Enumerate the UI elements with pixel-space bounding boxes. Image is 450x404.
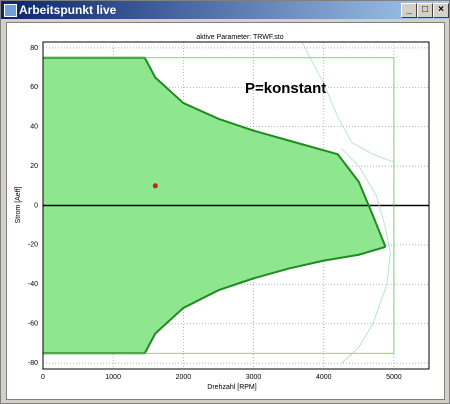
annotation: P=konstant	[245, 80, 326, 97]
y-tick-label: 80	[30, 45, 38, 52]
reference-curve	[340, 148, 391, 364]
limit-curve	[43, 245, 386, 355]
window-title: Arbeitspunkt live	[19, 3, 117, 17]
x-axis-label: Drehzahl [RPM]	[207, 384, 256, 391]
y-axis-label: Strom [Aeff]	[15, 187, 22, 224]
reference-curve	[301, 41, 395, 163]
y-tick-label: 60	[30, 84, 38, 91]
y-tick-label: -20	[28, 242, 38, 249]
x-tick-label: 3000	[246, 374, 262, 381]
y-tick-label: -80	[28, 360, 38, 367]
operating-point	[152, 183, 158, 189]
y-tick-label: 40	[30, 124, 38, 131]
x-tick-label: 5000	[386, 374, 402, 381]
x-tick-label: 2000	[176, 374, 192, 381]
x-tick-label: 1000	[105, 374, 121, 381]
y-tick-label: -40	[28, 281, 38, 288]
limit-curve	[43, 56, 387, 248]
window-icon	[4, 4, 17, 17]
minimize-button[interactable]: _	[401, 3, 417, 18]
maximize-button[interactable]: □	[417, 3, 433, 18]
close-button[interactable]: ×	[433, 3, 449, 18]
plot-frame	[42, 41, 430, 370]
area-fill	[43, 57, 386, 354]
y-tick-label: -60	[28, 321, 38, 328]
x-tick-label: 0	[41, 374, 45, 381]
y-tick-label: 20	[30, 163, 38, 170]
chart-title: aktive Parameter: TRWF.sto	[196, 34, 283, 41]
x-tick-label: 4000	[316, 374, 332, 381]
y-tick-label: 0	[34, 202, 38, 209]
chart: aktive Parameter: TRWF.sto Drehzahl [RPM…	[6, 22, 445, 400]
title-bar: Arbeitspunkt live _ □ ×	[1, 1, 449, 19]
